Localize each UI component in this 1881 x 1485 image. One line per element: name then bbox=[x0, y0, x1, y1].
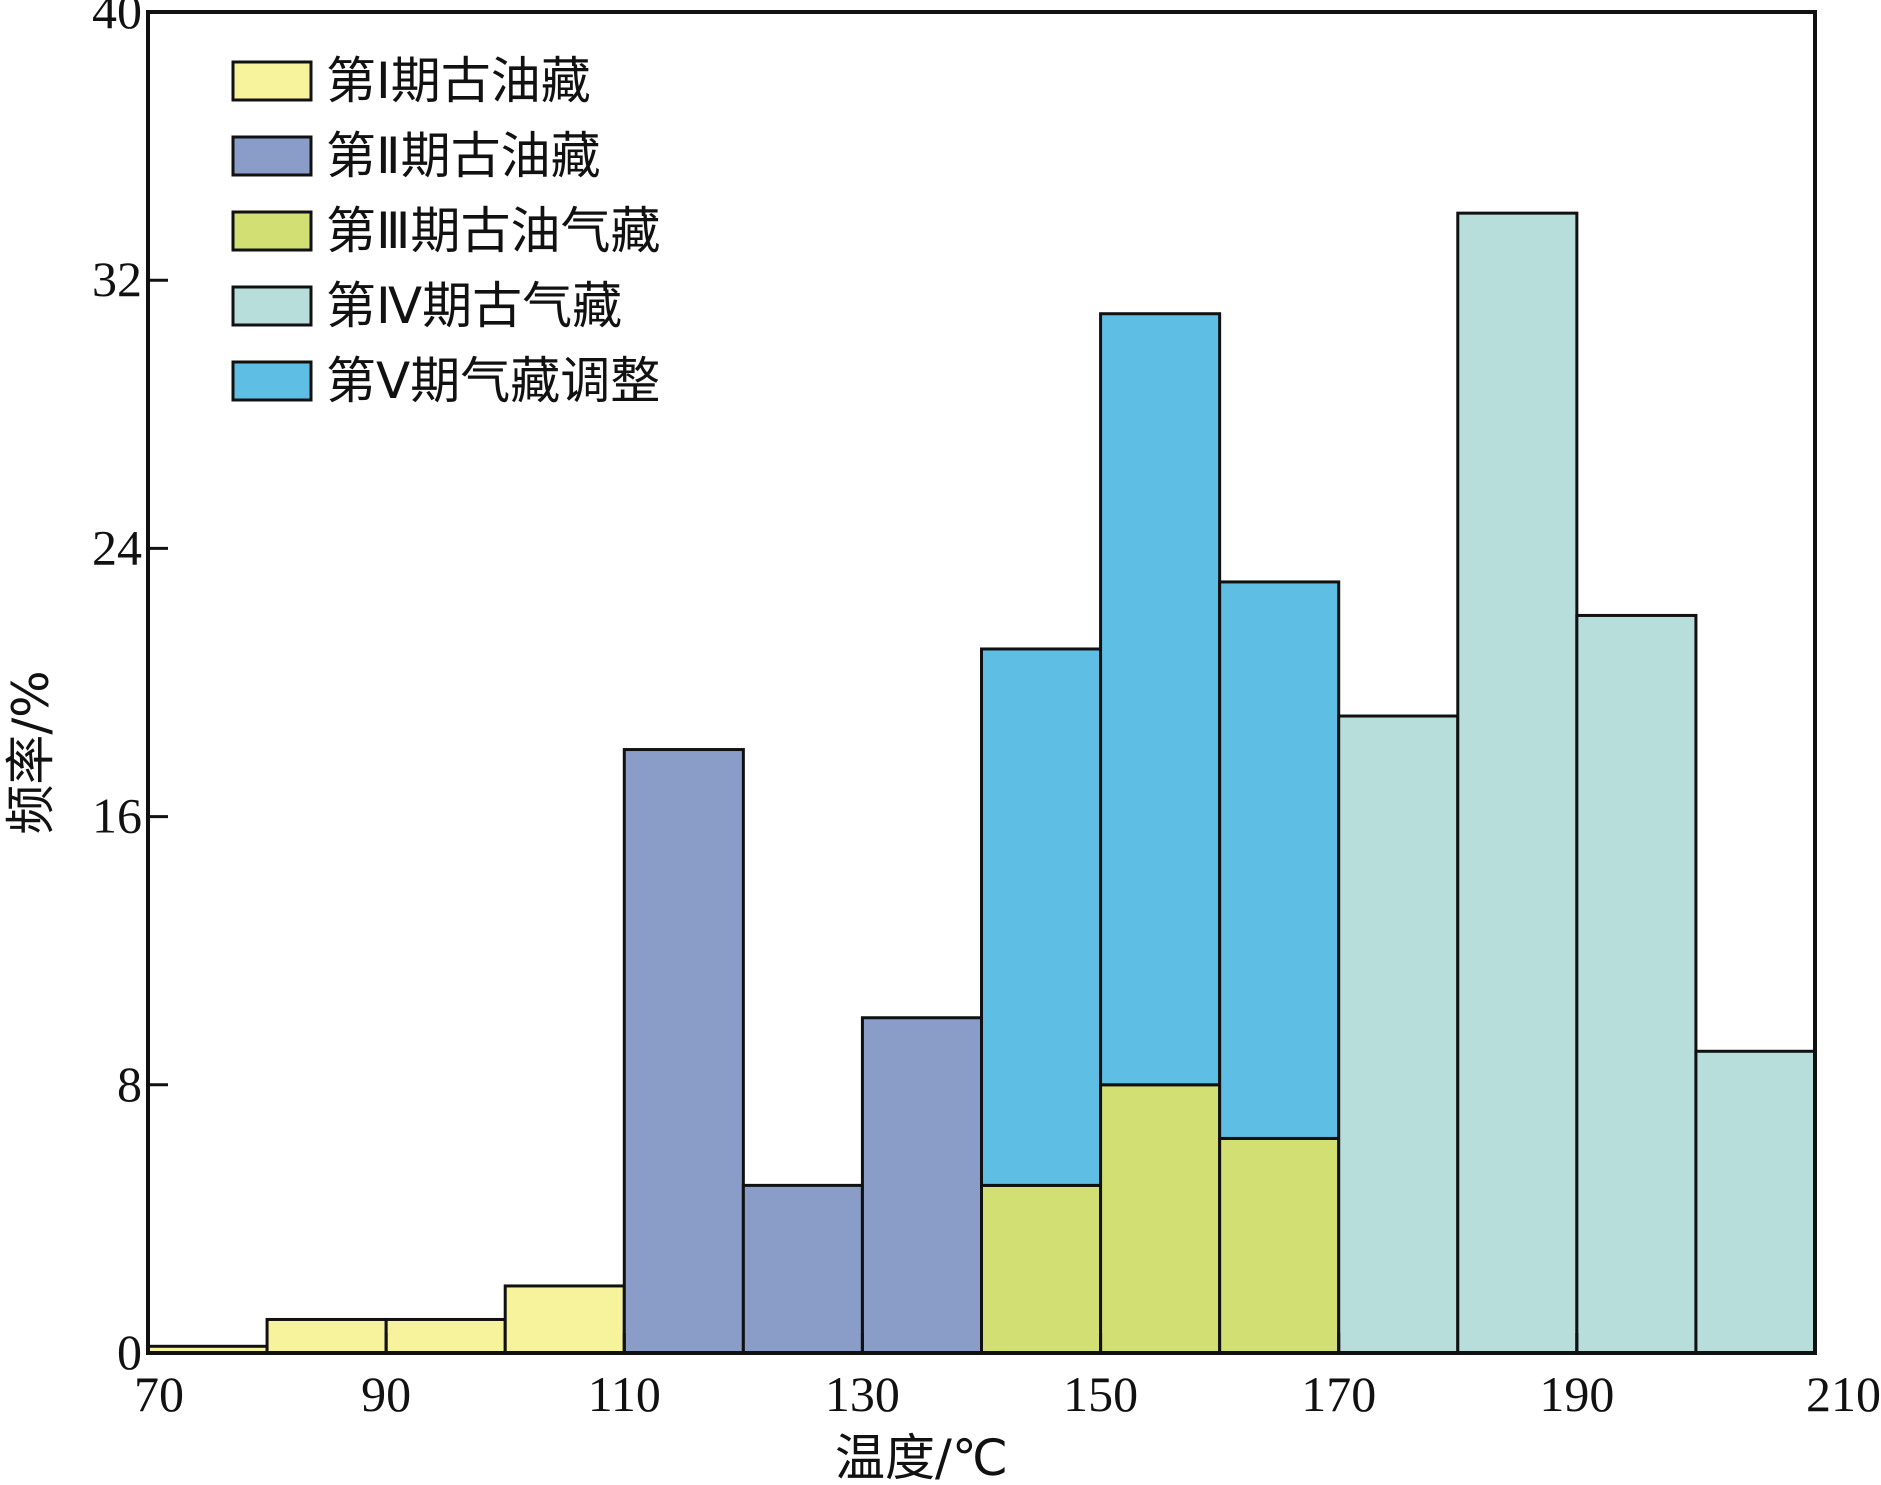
legend-swatch bbox=[231, 60, 313, 102]
bar-series2-bin-130 bbox=[860, 1016, 984, 1355]
bar-series4-bin-190 bbox=[1575, 613, 1698, 1355]
legend-label: 第Ⅲ期古油气藏 bbox=[326, 202, 660, 260]
x-axis-title: 温度/℃ bbox=[835, 1429, 1008, 1485]
plot-frame bbox=[146, 10, 1817, 1355]
axis-ticks: 0 8 16 24 32 40 70 90 110 130 150 170 190 210 bbox=[92, 0, 1881, 1422]
x-tick-label: 70 bbox=[134, 1366, 184, 1422]
x-tick-label: 130 bbox=[825, 1366, 900, 1422]
bars-layer bbox=[146, 211, 1817, 1355]
legend-swatch bbox=[231, 135, 313, 177]
x-tick-label: 110 bbox=[588, 1366, 661, 1422]
x-tick-label: 150 bbox=[1063, 1366, 1138, 1422]
legend-swatch bbox=[231, 360, 313, 402]
y-axis-title: 频率/% bbox=[2, 670, 60, 834]
bar-series3-bin-150 bbox=[1099, 1083, 1222, 1355]
legend-label: 第Ⅳ期古气藏 bbox=[326, 277, 622, 335]
bar-series5-bin-150 bbox=[1099, 312, 1222, 1087]
bar-series4-bin-170 bbox=[1337, 714, 1460, 1355]
bar-series3-bin-160 bbox=[1218, 1136, 1341, 1355]
legend-label: 第Ⅴ期气藏调整 bbox=[326, 352, 660, 410]
bar-series1-bin-100 bbox=[503, 1284, 626, 1355]
legend-label: 第Ⅰ期古油藏 bbox=[326, 52, 591, 110]
bar-series2-bin-120 bbox=[741, 1183, 864, 1355]
bar-series4-bin-200 bbox=[1694, 1049, 1817, 1355]
bar-series1-bin-80 bbox=[265, 1317, 388, 1355]
bar-series5-bin-160 bbox=[1218, 580, 1341, 1140]
y-tick-label: 8 bbox=[117, 1056, 142, 1112]
bar-series5-bin-140 bbox=[980, 647, 1103, 1187]
legend-label: 第Ⅱ期古油藏 bbox=[326, 127, 601, 185]
bar-series3-bin-140 bbox=[980, 1183, 1103, 1355]
bar-series2-bin-110 bbox=[622, 748, 745, 1355]
y-tick-label: 0 bbox=[117, 1324, 142, 1380]
legend-swatch bbox=[231, 210, 313, 252]
x-tick-label: 210 bbox=[1806, 1366, 1881, 1422]
x-tick-label: 190 bbox=[1539, 1366, 1614, 1422]
y-tick-label: 32 bbox=[92, 251, 142, 307]
y-tick-label: 24 bbox=[92, 519, 142, 575]
y-tick-label: 16 bbox=[92, 788, 142, 844]
bar-series1-bin-90 bbox=[384, 1317, 507, 1355]
y-tick-label: 40 bbox=[92, 0, 142, 39]
x-tick-label: 170 bbox=[1301, 1366, 1376, 1422]
legend-swatch bbox=[231, 285, 313, 327]
x-tick-label: 90 bbox=[361, 1366, 411, 1422]
bar-series4-bin-180 bbox=[1456, 211, 1579, 1355]
